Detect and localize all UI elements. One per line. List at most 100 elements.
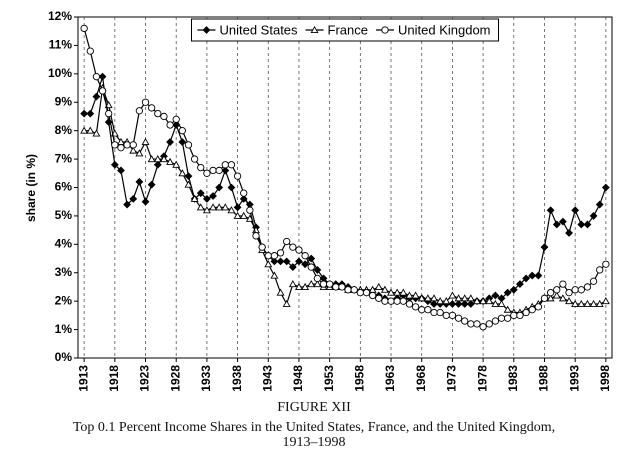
- y-tick-label: 11%: [49, 38, 73, 52]
- data-point: [153, 154, 162, 163]
- data-point: [301, 282, 310, 290]
- x-tick-label: 1913: [76, 365, 90, 392]
- data-point: [313, 274, 322, 283]
- legend-label: France: [328, 22, 368, 37]
- data-point: [516, 311, 524, 320]
- data-point: [374, 282, 383, 290]
- data-point: [540, 243, 549, 252]
- data-point: [270, 271, 279, 279]
- data-point: [301, 260, 310, 269]
- data-point: [307, 254, 316, 263]
- legend-marker: [381, 26, 389, 34]
- data-point: [362, 288, 371, 297]
- data-point: [387, 288, 395, 296]
- data-point: [80, 109, 89, 118]
- x-tick-label: 1938: [230, 365, 244, 392]
- data-point: [405, 291, 414, 299]
- x-tick-label: 1918: [107, 365, 121, 392]
- data-point: [460, 300, 469, 308]
- data-point: [159, 154, 168, 163]
- data-point: [184, 141, 193, 149]
- x-tick-label: 1968: [414, 365, 428, 392]
- data-point: [558, 217, 567, 226]
- data-point: [510, 311, 518, 320]
- data-point: [197, 163, 205, 172]
- data-point: [288, 279, 297, 288]
- data-point: [546, 288, 555, 297]
- data-point: [258, 243, 266, 251]
- data-point: [307, 279, 316, 288]
- data-point: [148, 104, 156, 112]
- data-point: [589, 212, 598, 220]
- x-tick-label: 1978: [475, 365, 489, 392]
- data-point: [227, 206, 236, 214]
- data-point: [528, 271, 537, 280]
- data-point: [423, 294, 432, 302]
- data-point: [92, 73, 101, 81]
- data-point: [141, 137, 150, 146]
- data-point: [546, 294, 555, 302]
- data-point: [80, 126, 89, 134]
- data-point: [295, 282, 303, 290]
- data-point: [417, 294, 426, 302]
- data-point: [295, 257, 303, 266]
- data-point: [209, 192, 217, 200]
- data-point: [350, 286, 358, 294]
- x-tick-label: 1943: [260, 365, 274, 392]
- data-point: [166, 121, 174, 129]
- data-point: [190, 155, 199, 163]
- data-point: [565, 229, 573, 237]
- x-tick-label: 1953: [322, 365, 336, 392]
- data-point: [509, 285, 518, 294]
- data-point: [442, 297, 451, 305]
- data-point: [196, 203, 205, 211]
- x-tick-label: 1963: [383, 365, 397, 392]
- data-point: [270, 257, 279, 266]
- data-point: [448, 300, 457, 308]
- data-point: [215, 183, 224, 192]
- data-point: [583, 220, 592, 229]
- data-point: [221, 203, 230, 211]
- data-point: [454, 314, 463, 322]
- y-tick-label: 10%: [48, 66, 72, 80]
- data-point: [135, 177, 144, 186]
- data-point: [473, 320, 481, 328]
- data-point: [135, 107, 144, 115]
- data-point: [160, 112, 168, 121]
- data-point: [485, 320, 493, 328]
- data-point: [552, 291, 561, 299]
- data-point: [601, 183, 610, 192]
- data-point: [86, 109, 95, 118]
- data-point: [141, 197, 150, 206]
- x-tick-label: 1958: [353, 365, 367, 392]
- y-tick-label: 6%: [55, 180, 73, 194]
- y-tick-label: 8%: [55, 123, 73, 137]
- data-point: [221, 161, 229, 169]
- data-point: [368, 291, 377, 300]
- data-point: [283, 237, 291, 246]
- data-point: [430, 300, 438, 308]
- data-point: [215, 166, 223, 175]
- y-axis-label: share (in %): [24, 154, 38, 222]
- data-point: [522, 274, 530, 283]
- x-tick-label: 1948: [291, 365, 305, 392]
- data-point: [221, 166, 230, 175]
- data-point: [86, 47, 94, 55]
- data-point: [307, 263, 315, 271]
- data-point: [516, 280, 524, 289]
- data-point: [196, 189, 205, 198]
- legend-label: United States: [219, 22, 298, 37]
- data-point: [399, 288, 408, 296]
- data-point: [172, 115, 180, 123]
- data-point: [565, 288, 573, 297]
- data-point: [430, 294, 438, 302]
- data-point: [154, 109, 162, 118]
- data-point: [282, 257, 291, 266]
- legend-marker: [202, 26, 211, 34]
- data-point: [240, 189, 248, 197]
- data-point: [215, 203, 224, 211]
- data-point: [129, 141, 137, 149]
- data-point: [233, 172, 242, 180]
- data-point: [264, 260, 273, 268]
- data-point: [534, 271, 543, 280]
